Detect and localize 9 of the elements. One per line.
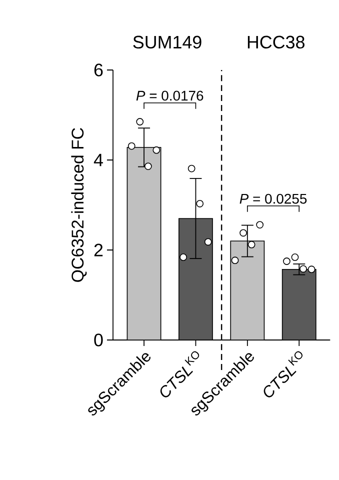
chart-title: HCC38: [248, 36, 304, 48]
annotation: P = 0.0176: [136, 90, 204, 101]
y-axis-title: QC6352-induced FC: [71, 128, 87, 282]
chart-title: SUM149: [133, 36, 202, 48]
y-tick-label: 4: [94, 154, 103, 166]
y-tick-label: 6: [94, 64, 103, 76]
annotation: P = 0.0255: [240, 194, 307, 204]
y-tick-label: 2: [94, 244, 103, 256]
y-tick-label: 0: [94, 334, 103, 346]
